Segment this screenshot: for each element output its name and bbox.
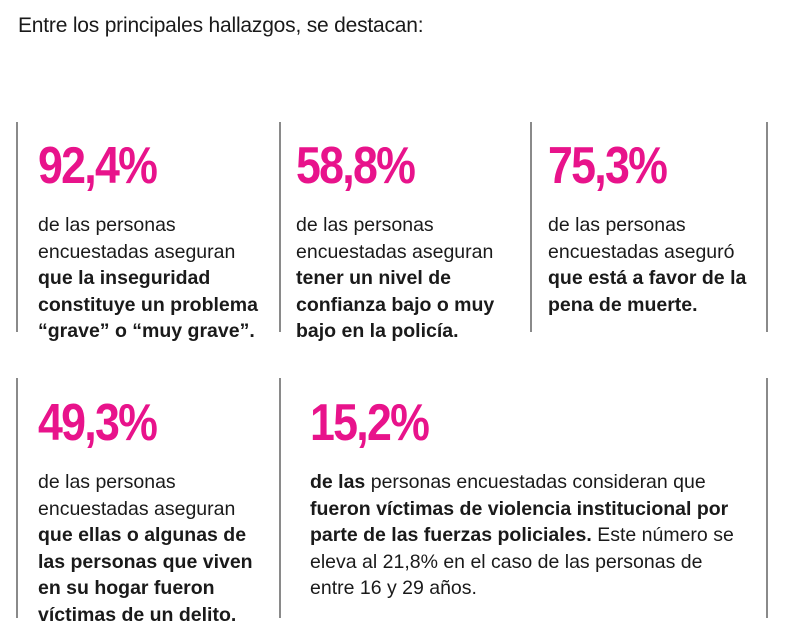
stat-card: 15,2% de las personas encuestadas consid… — [310, 397, 750, 602]
stat-highlight: que la inseguridad constituye un problem… — [38, 267, 258, 342]
stat-percent: 92,4% — [38, 137, 158, 195]
stat-card: 75,3% de las personas encuestadas asegur… — [548, 140, 758, 318]
stat-highlight: fueron víctimas de violencia institucion… — [310, 497, 729, 547]
divider — [16, 378, 18, 618]
divider — [766, 378, 768, 618]
stat-percent: 15,2% — [310, 394, 430, 452]
stat-highlight: que está a favor de la pena de muerte. — [548, 267, 747, 316]
stat-card: 92,4% de las personas encuestadas asegur… — [38, 140, 273, 345]
stat-tail: Este número se eleva al 21,8% en el caso… — [310, 524, 734, 599]
stat-description: de las personas encuestadas aseguran que… — [38, 469, 266, 628]
stat-lead: de las personas encuestadas aseguran — [38, 214, 236, 263]
stat-lead: de las personas encuestadas aseguran — [38, 471, 236, 520]
stat-card: 58,8% de las personas encuestadas asegur… — [296, 140, 521, 345]
stat-description: de las personas encuestadas aseguran que… — [38, 212, 273, 345]
intro-text: Entre los principales hallazgos, se dest… — [18, 14, 424, 37]
stat-description: de las personas encuestadas aseguró que … — [548, 212, 758, 318]
stat-lead: de las personas encuestadas aseguran — [296, 214, 494, 263]
stat-percent: 49,3% — [38, 394, 158, 452]
stat-percent: 75,3% — [548, 137, 668, 195]
stat-lead: personas encuestadas consideran que — [370, 471, 706, 493]
stat-description: de las personas encuestadas consideran q… — [310, 469, 750, 602]
divider — [279, 378, 281, 618]
stat-lead: de las personas encuestadas aseguró — [548, 214, 735, 263]
stat-highlight: que ellas o algunas de las personas que … — [38, 524, 253, 626]
divider — [279, 122, 281, 332]
divider — [766, 122, 768, 332]
divider — [530, 122, 532, 332]
stat-highlight: tener un nivel de confianza bajo o muy b… — [296, 267, 495, 342]
divider — [16, 122, 18, 332]
stat-description: de las personas encuestadas aseguran ten… — [296, 212, 521, 345]
stat-card: 49,3% de las personas encuestadas asegur… — [38, 397, 266, 628]
stat-lead-highlight: de las — [310, 471, 366, 493]
stat-percent: 58,8% — [296, 137, 416, 195]
